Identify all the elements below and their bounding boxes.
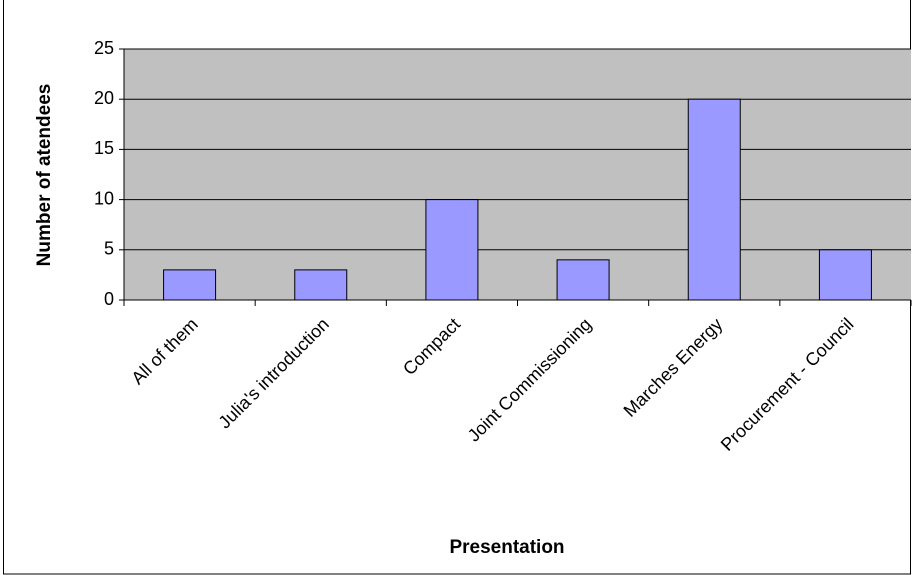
y-axis-title: Number of atendees (34, 84, 55, 267)
bar (294, 269, 348, 301)
plot-area (124, 49, 911, 300)
bar (818, 249, 872, 301)
bar (556, 259, 610, 301)
bar (163, 269, 217, 301)
bar (425, 199, 479, 301)
bar (687, 98, 741, 301)
x-axis-title: Presentation (449, 537, 564, 558)
y-tick-label: 20 (94, 88, 114, 108)
y-tick-label: 25 (94, 38, 114, 58)
y-tick-label: 10 (94, 188, 114, 208)
y-tick-label: 15 (94, 138, 114, 158)
y-tick-label: 0 (104, 289, 114, 309)
y-tick-label: 5 (104, 239, 114, 259)
